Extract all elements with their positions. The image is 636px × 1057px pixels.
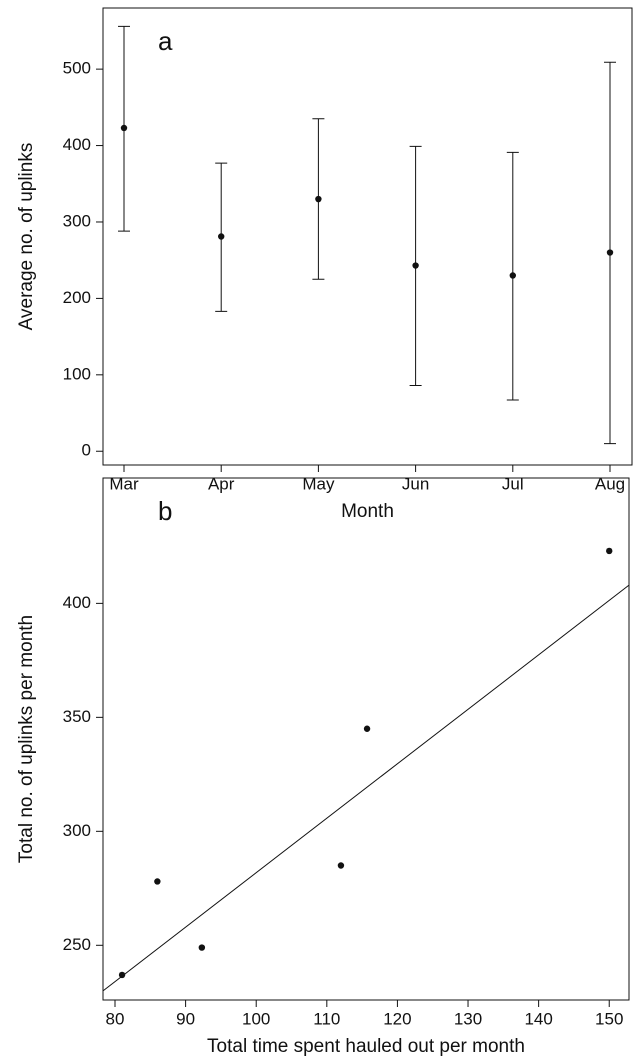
y-tick-label: 300 bbox=[63, 211, 91, 230]
x-axis-title: Total time spent hauled out per month bbox=[207, 1036, 525, 1057]
panel-label: a bbox=[158, 26, 173, 56]
y-axis-title: Total no. of uplinks per month bbox=[16, 615, 37, 863]
point bbox=[118, 971, 126, 979]
x-tick-label: Apr bbox=[208, 474, 235, 493]
point bbox=[154, 878, 161, 885]
point bbox=[315, 195, 322, 203]
y-tick-label: 100 bbox=[63, 364, 91, 383]
y-tick-label: 300 bbox=[63, 821, 91, 840]
plot-frame bbox=[102, 477, 630, 1001]
x-tick-label: May bbox=[302, 474, 335, 493]
y-tick-label: 250 bbox=[63, 935, 91, 954]
point bbox=[606, 249, 614, 256]
x-tick-label: Jul bbox=[502, 474, 524, 493]
y-tick-label: 400 bbox=[63, 135, 91, 154]
point bbox=[509, 272, 516, 279]
point bbox=[412, 262, 419, 269]
x-tick-label: 100 bbox=[242, 1009, 270, 1028]
point bbox=[120, 124, 128, 132]
point bbox=[606, 547, 613, 555]
fit-line bbox=[102, 584, 630, 992]
y-tick-label: 350 bbox=[63, 707, 91, 726]
y-tick-label: 200 bbox=[63, 288, 91, 307]
panel-label: b bbox=[158, 496, 172, 526]
x-tick-label: Mar bbox=[109, 474, 139, 493]
point bbox=[218, 233, 225, 240]
x-tick-label: Jun bbox=[402, 474, 429, 493]
x-tick-label: 120 bbox=[383, 1009, 411, 1028]
x-tick-label: 90 bbox=[176, 1009, 195, 1028]
x-tick-label: 140 bbox=[524, 1009, 552, 1028]
y-tick-label: 400 bbox=[63, 593, 91, 612]
y-axis-title: Average no. of uplinks bbox=[16, 143, 37, 331]
x-tick-label: 150 bbox=[595, 1009, 623, 1028]
x-tick-label: 110 bbox=[313, 1009, 340, 1028]
x-tick-label: Aug bbox=[595, 474, 625, 493]
x-tick-label: 80 bbox=[106, 1009, 125, 1028]
point bbox=[198, 944, 206, 951]
point bbox=[337, 862, 345, 869]
y-tick-label: 0 bbox=[82, 441, 91, 460]
plot-frame bbox=[102, 7, 633, 466]
point bbox=[363, 725, 371, 732]
x-axis-title: Month bbox=[341, 501, 394, 522]
x-tick-label: 130 bbox=[454, 1009, 482, 1028]
y-tick-label: 500 bbox=[63, 59, 91, 78]
